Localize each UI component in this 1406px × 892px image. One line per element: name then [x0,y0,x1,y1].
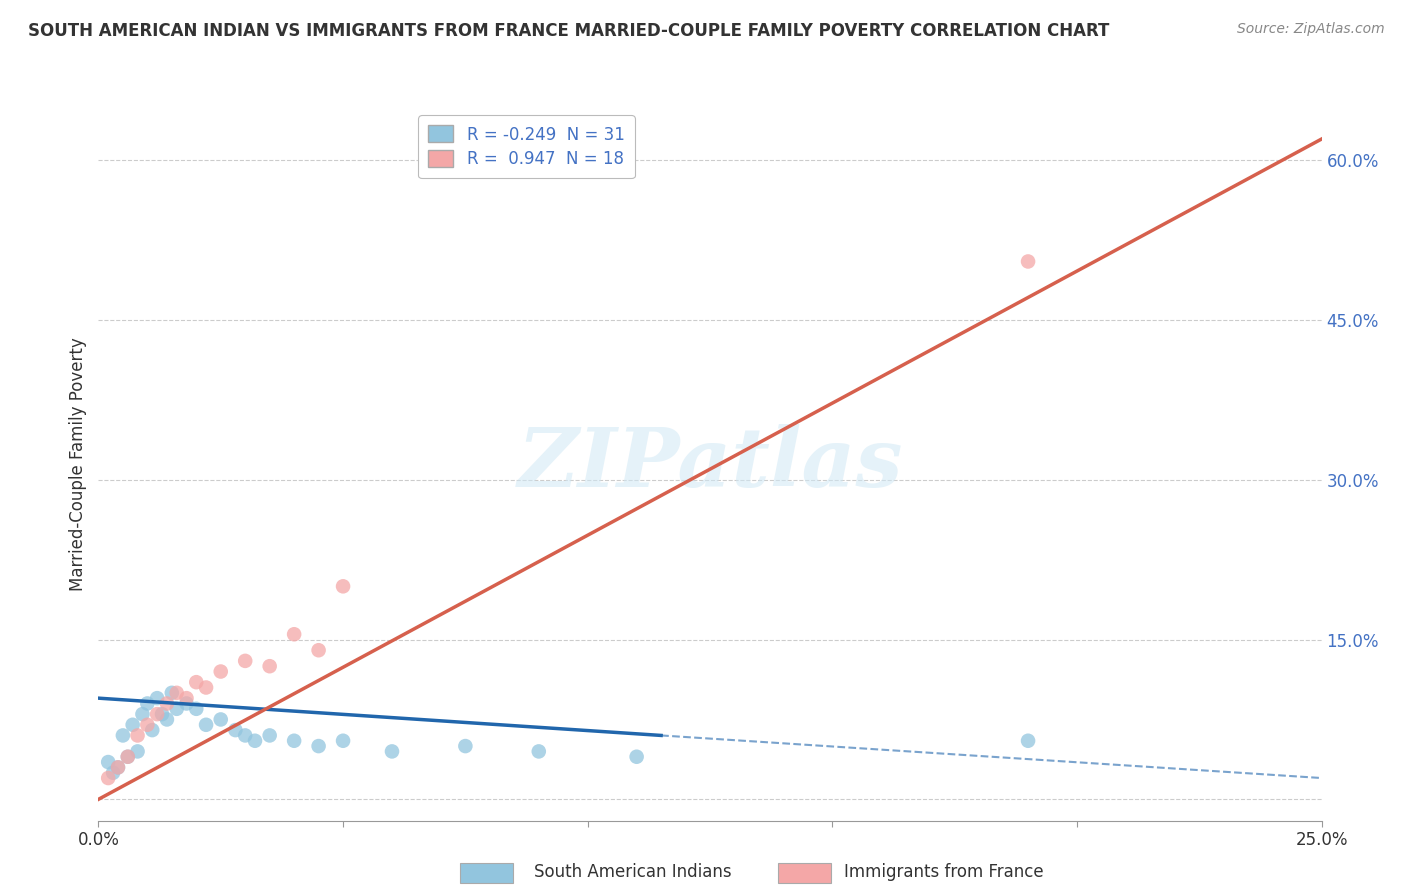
Point [146,691,169,706]
Point [156,697,179,711]
Point [233,728,256,742]
Point [176,697,198,711]
Point [166,686,188,700]
Point [259,728,281,742]
Point [136,697,159,711]
Point [166,702,188,716]
Text: Immigrants from France: Immigrants from France [844,863,1043,881]
Point [308,739,330,753]
Point [117,749,139,764]
Point [195,681,218,695]
Legend: R = -0.249  N = 31, R =  0.947  N = 18: R = -0.249 N = 31, R = 0.947 N = 18 [419,115,634,178]
Point [626,749,648,764]
Point [233,654,256,668]
Point [127,728,149,742]
Text: ZIPatlas: ZIPatlas [517,424,903,504]
Point [111,728,134,742]
Point [224,723,246,738]
Y-axis label: Married-Couple Family Poverty: Married-Couple Family Poverty [69,337,87,591]
Point [101,765,124,780]
Point [121,718,143,732]
Point [186,675,208,690]
Text: South American Indians: South American Indians [534,863,733,881]
Point [136,718,159,732]
Point [150,707,173,722]
Point [381,744,404,758]
Point [527,744,550,758]
Point [195,718,218,732]
Point [97,771,120,785]
Point [131,707,153,722]
Point [243,733,266,747]
Text: SOUTH AMERICAN INDIAN VS IMMIGRANTS FROM FRANCE MARRIED-COUPLE FAMILY POVERTY CO: SOUTH AMERICAN INDIAN VS IMMIGRANTS FROM… [28,22,1109,40]
Point [308,643,330,657]
Text: Source: ZipAtlas.com: Source: ZipAtlas.com [1237,22,1385,37]
Point [259,659,281,673]
Point [127,744,149,758]
Point [1017,733,1039,747]
Point [332,733,354,747]
Point [186,702,208,716]
Point [454,739,477,753]
Point [97,755,120,769]
Point [117,749,139,764]
Point [209,713,232,727]
Point [209,665,232,679]
Point [107,760,129,774]
Point [107,760,129,774]
Point [1017,254,1039,268]
Point [156,713,179,727]
Point [160,686,183,700]
Point [176,691,198,706]
Point [332,579,354,593]
Point [283,627,305,641]
Point [283,733,305,747]
Point [141,723,163,738]
Point [146,707,169,722]
